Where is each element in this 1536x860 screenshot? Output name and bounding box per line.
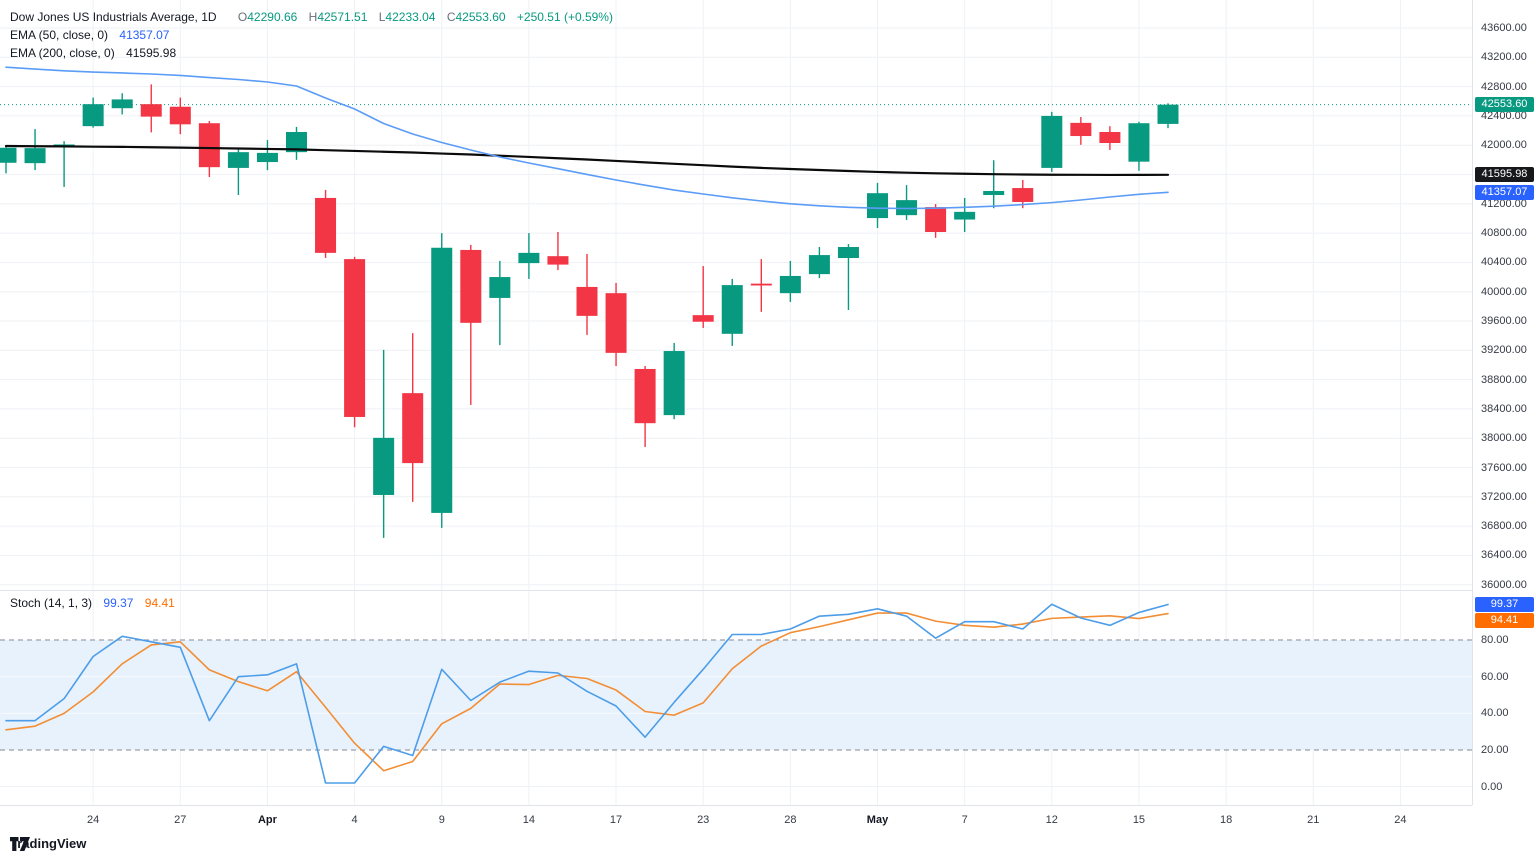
- price-axis-label: 42400.00: [1481, 109, 1527, 122]
- stoch-label: Stoch (14, 1, 3): [10, 596, 93, 610]
- time-axis-label: 17: [609, 814, 623, 826]
- stoch-axis-label: 40.00: [1481, 707, 1509, 720]
- stoch-axis-label: 20.00: [1481, 743, 1509, 756]
- time-axis-label: 14: [522, 814, 536, 826]
- price-chart-canvas[interactable]: [0, 0, 1472, 591]
- price-axis-label: 39600.00: [1481, 315, 1527, 327]
- price-axis-label: 40000.00: [1481, 285, 1527, 298]
- price-axis-label: 36800.00: [1481, 520, 1527, 533]
- stoch-k-badge: 99.37: [1475, 596, 1534, 612]
- close-value: 42553.60: [455, 10, 506, 24]
- open-label: O: [237, 10, 248, 24]
- time-axis-label: May: [866, 814, 889, 826]
- stoch-axis-label: 60.00: [1481, 670, 1509, 683]
- price-axis-label: 40800.00: [1481, 227, 1527, 240]
- symbol-title[interactable]: Dow Jones US Industrials Average, 1D: [10, 10, 217, 24]
- price-axis-label: 38800.00: [1481, 373, 1527, 386]
- ema50-legend-row[interactable]: EMA (50, close, 0) 41357.07: [10, 28, 613, 42]
- price-axis[interactable]: 43600.00 43200.00 42800.00 42400.00 42000.00…: [1472, 0, 1536, 805]
- time-axis-label: 12: [1045, 814, 1058, 826]
- ema50-label: EMA (50, close, 0): [10, 28, 109, 42]
- price-axis-label: 37200.00: [1481, 490, 1527, 503]
- time-axis-label: 7: [961, 814, 968, 826]
- price-axis-label: 39200.00: [1481, 344, 1527, 357]
- time-axis-label: 24: [87, 814, 100, 826]
- time-axis-label: 15: [1132, 814, 1146, 826]
- main-legend[interactable]: Dow Jones US Industrials Average, 1D O42…: [10, 10, 613, 64]
- ema200-value: 41595.98: [126, 46, 177, 60]
- price-axis-label: 43600.00: [1481, 22, 1527, 34]
- high-label: H: [308, 10, 318, 24]
- ema50-value: 41357.07: [119, 28, 170, 42]
- ema200-price-badge: 41595.98: [1475, 167, 1534, 183]
- time-axis-label: 28: [784, 814, 797, 826]
- stoch-legend-row[interactable]: Stoch (14, 1, 3) 99.37 94.41: [10, 596, 175, 610]
- low-value: 42233.04: [385, 10, 436, 24]
- open-value: 42290.66: [247, 10, 298, 24]
- time-axis-label: 21: [1307, 814, 1320, 826]
- low-label: L: [378, 10, 386, 24]
- symbol-ohlc-row[interactable]: Dow Jones US Industrials Average, 1D O42…: [10, 10, 613, 24]
- ema200-label: EMA (200, close, 0): [10, 46, 115, 60]
- stoch-k-value: 99.37: [103, 596, 134, 610]
- price-axis-label: 42800.00: [1481, 80, 1527, 93]
- stochastic-chart-canvas[interactable]: [0, 591, 1472, 805]
- price-axis-label: 37600.00: [1481, 461, 1527, 474]
- time-axis-label: 4: [351, 814, 358, 826]
- high-value: 42571.51: [317, 10, 368, 24]
- price-axis-label: 38000.00: [1481, 432, 1527, 445]
- price-axis-label: 36000.00: [1481, 578, 1527, 591]
- stoch-d-value: 94.41: [144, 596, 175, 610]
- price-axis-label: 43200.00: [1481, 51, 1527, 64]
- price-axis-label: 40400.00: [1481, 256, 1527, 269]
- price-axis-label: 42000.00: [1481, 139, 1527, 152]
- stoch-d-badge: 94.41: [1475, 612, 1534, 628]
- time-axis-label: Apr: [257, 814, 277, 826]
- price-axis-label: 38400.00: [1481, 402, 1527, 415]
- time-axis-label: 23: [697, 814, 710, 826]
- tradingview-logo-icon: [10, 836, 30, 851]
- stoch-axis-label: 0.00: [1481, 780, 1503, 793]
- price-axis-label: 36400.00: [1481, 549, 1527, 562]
- price-axis-label: 41200.00: [1481, 197, 1527, 210]
- tradingview-logo[interactable]: TradingView: [10, 836, 86, 851]
- stoch-legend[interactable]: Stoch (14, 1, 3) 99.37 94.41: [10, 596, 175, 614]
- time-axis-label: 27: [174, 814, 187, 826]
- time-axis-label: 18: [1219, 814, 1233, 826]
- time-axis-label: 24: [1394, 814, 1407, 826]
- change-value: +250.51 (+0.59%): [516, 10, 613, 24]
- tradingview-logo-text: TradingView: [10, 836, 87, 851]
- stoch-axis-label: 80.00: [1481, 634, 1509, 646]
- pane-divider[interactable]: [0, 590, 1536, 591]
- time-axis[interactable]: 24 27 Apr 4 9 14 17 23 28 May 7 12 15 18 21 24: [0, 805, 1472, 834]
- ema200-legend-row[interactable]: EMA (200, close, 0) 41595.98: [10, 46, 613, 60]
- time-axis-label: 9: [438, 814, 445, 826]
- ema50-price-badge: 41357.07: [1475, 184, 1534, 200]
- close-label: C: [446, 10, 456, 24]
- last-price-badge: 42553.60: [1475, 97, 1534, 113]
